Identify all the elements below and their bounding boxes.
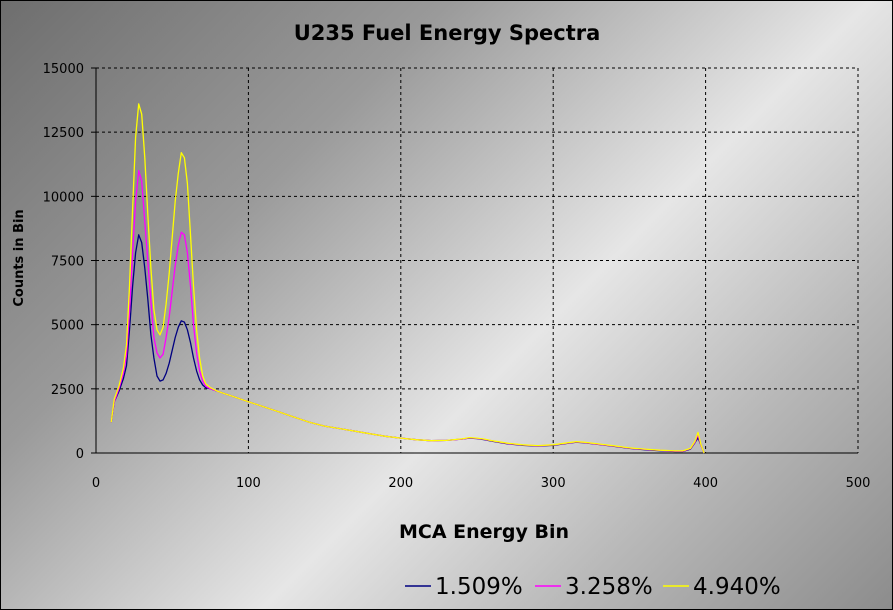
series-line-3: [110, 103, 705, 454]
y-tick-label: 12500: [43, 126, 84, 141]
series-line-2: [110, 170, 705, 454]
x-tick-label: 400: [693, 476, 718, 491]
y-tick-label: 7500: [51, 255, 84, 270]
legend: 1.509% 3.258% 4.940%: [405, 574, 781, 600]
legend-label-3: 4.940%: [693, 574, 781, 600]
legend-label-2: 3.258%: [565, 574, 653, 600]
x-tick-label: 500: [846, 476, 871, 491]
x-tick-label: 300: [541, 476, 566, 491]
y-tick-label: 0: [76, 447, 84, 462]
series-lines: [110, 103, 705, 454]
x-axis-label: MCA Energy Bin: [399, 521, 569, 543]
y-tick-label: 5000: [51, 319, 84, 334]
legend-label-1: 1.509%: [435, 574, 523, 600]
y-tick-label: 10000: [43, 190, 84, 205]
x-tick-labels: 0 100 200 300 400 500: [92, 476, 871, 491]
x-tick-label: 100: [236, 476, 261, 491]
series-line-1: [110, 234, 705, 454]
y-tick-labels: 0 2500 5000 7500 10000 12500 15000: [43, 62, 84, 462]
x-tick-label: 0: [92, 476, 100, 491]
y-tick-label: 15000: [43, 62, 84, 77]
chart-title: U235 Fuel Energy Spectra: [294, 21, 601, 45]
y-tick-label: 2500: [51, 383, 84, 398]
x-tick-label: 200: [388, 476, 413, 491]
y-axis-label: Counts in Bin: [12, 209, 27, 306]
grid-lines: [96, 67, 859, 453]
axes: [91, 67, 858, 454]
